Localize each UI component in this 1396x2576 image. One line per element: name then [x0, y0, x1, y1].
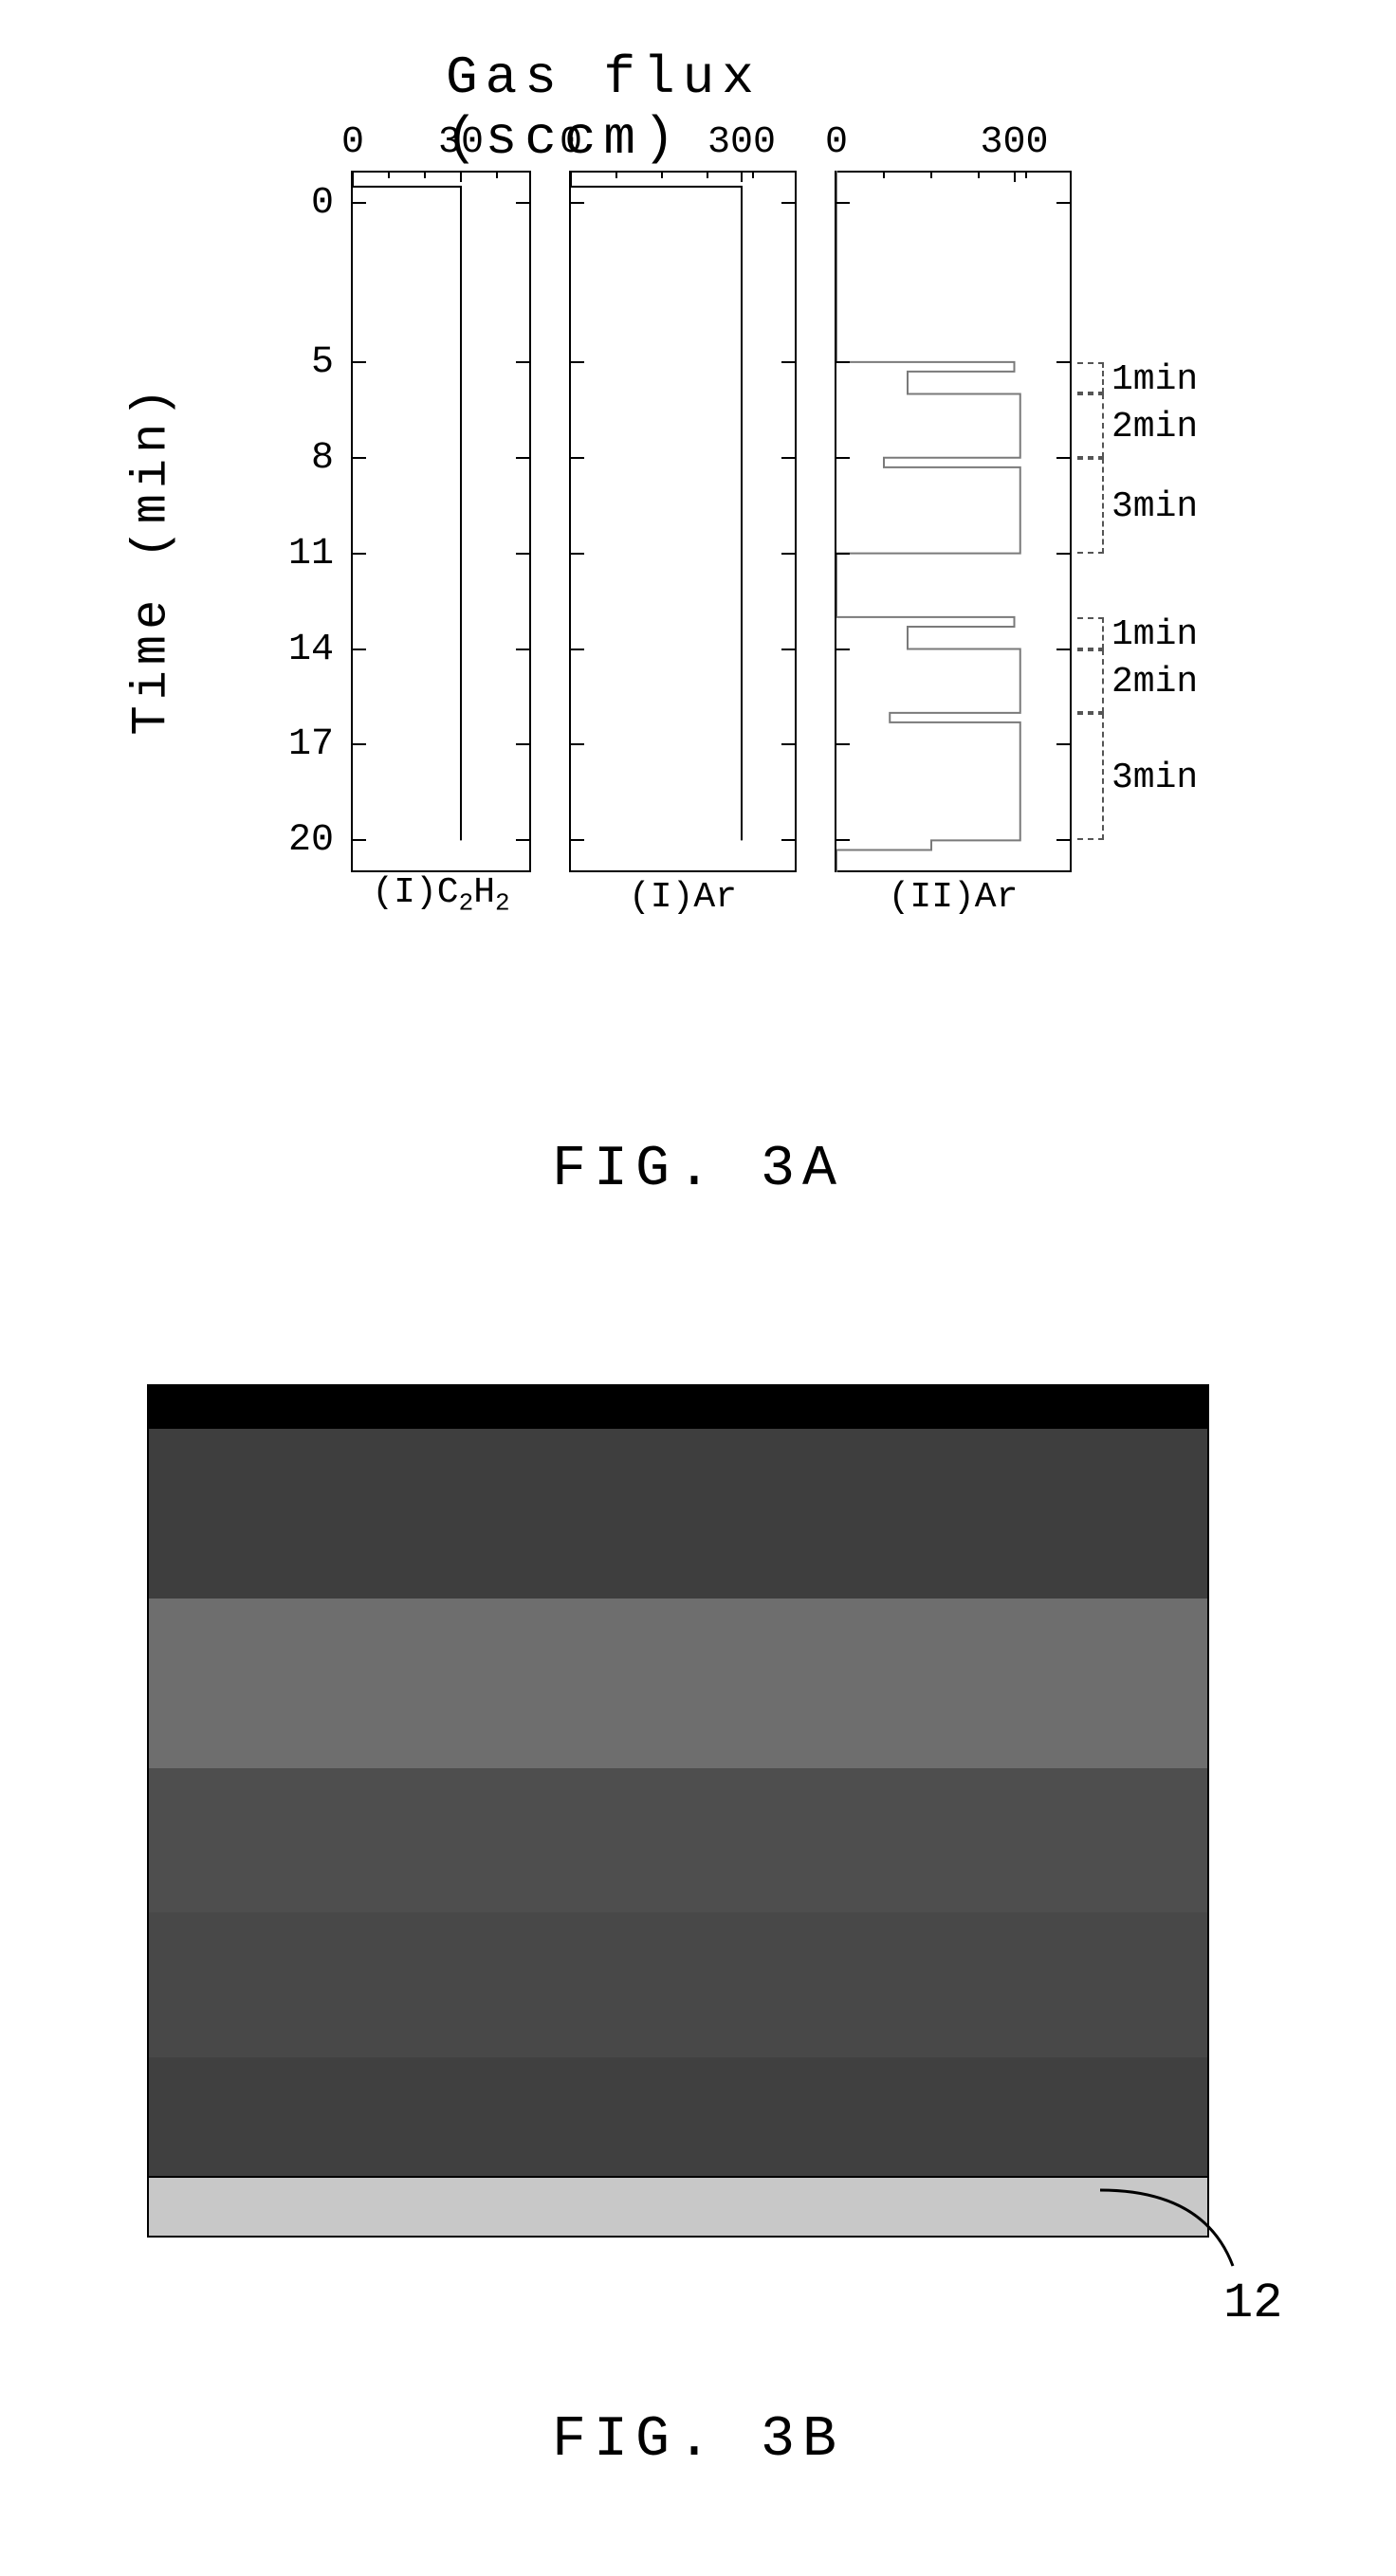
- y-tick-label: 14: [267, 629, 334, 671]
- panel-p3: 0300(II)Ar: [835, 171, 1072, 872]
- annotation-bracket: [1077, 713, 1104, 841]
- fig-3a: Gas flux (sccm) Time (min) 030(I)C2H2058…: [209, 47, 1157, 1014]
- annotation-label: 1min: [1111, 614, 1198, 655]
- sem-layer-1: [149, 1599, 1207, 1768]
- annotation-bracket: [1077, 617, 1104, 649]
- sem-layer-2: [149, 1768, 1207, 1912]
- fig-3b-sem-image: [147, 1384, 1209, 2238]
- step-plot-p1: [353, 171, 533, 872]
- y-tick-label: 20: [267, 819, 334, 862]
- substrate-callout-label: 12: [1223, 2275, 1282, 2331]
- annotation-bracket: [1077, 649, 1104, 713]
- chart-title: Gas flux (sccm): [446, 47, 920, 169]
- y-tick-label: 11: [267, 533, 334, 575]
- x-tick-label: 0: [560, 121, 582, 164]
- y-tick-label: 5: [267, 341, 334, 384]
- y-tick-label: 0: [267, 182, 334, 225]
- substrate-band: [149, 2176, 1207, 2236]
- x-tick-label: 0: [825, 121, 848, 164]
- fig-3b-caption: FIG. 3B: [552, 2408, 844, 2473]
- y-axis-label: Time (min): [124, 382, 180, 735]
- annotation-bracket: [1077, 393, 1104, 457]
- y-tick-label: 17: [267, 723, 334, 766]
- channel-label-p2: (I)Ar: [629, 877, 737, 918]
- x-tick-label: 300: [707, 121, 776, 164]
- sem-top-vacuum: [149, 1386, 1207, 1429]
- annotation-label: 2min: [1111, 407, 1198, 448]
- sem-layer-3: [149, 1912, 1207, 2056]
- x-tick-label: 300: [980, 121, 1048, 164]
- x-tick-label: 0: [341, 121, 364, 164]
- annotation-label: 3min: [1111, 486, 1198, 527]
- channel-label-p3: (II)Ar: [889, 877, 1019, 918]
- x-tick-label: 30: [438, 121, 484, 164]
- sem-layer-0: [149, 1429, 1207, 1599]
- panel-p2: 0300(I)Ar: [569, 171, 797, 872]
- annotation-label: 3min: [1111, 758, 1198, 798]
- fig-3a-caption: FIG. 3A: [552, 1138, 844, 1202]
- sem-layer-4: [149, 2057, 1207, 2176]
- annotation-bracket: [1077, 362, 1104, 394]
- annotation-label: 1min: [1111, 359, 1198, 400]
- panel-p1: 030(I)C2H205811141720: [351, 171, 531, 872]
- y-tick-label: 8: [267, 437, 334, 480]
- annotation-bracket: [1077, 458, 1104, 554]
- plot-area: 030(I)C2H2058111417200300(I)Ar0300(II)Ar…: [351, 171, 1129, 872]
- step-plot-p2: [571, 171, 799, 872]
- step-plot-p3: [836, 171, 1074, 872]
- annotation-label: 2min: [1111, 662, 1198, 703]
- channel-label-p1: (I)C2H2: [372, 872, 509, 918]
